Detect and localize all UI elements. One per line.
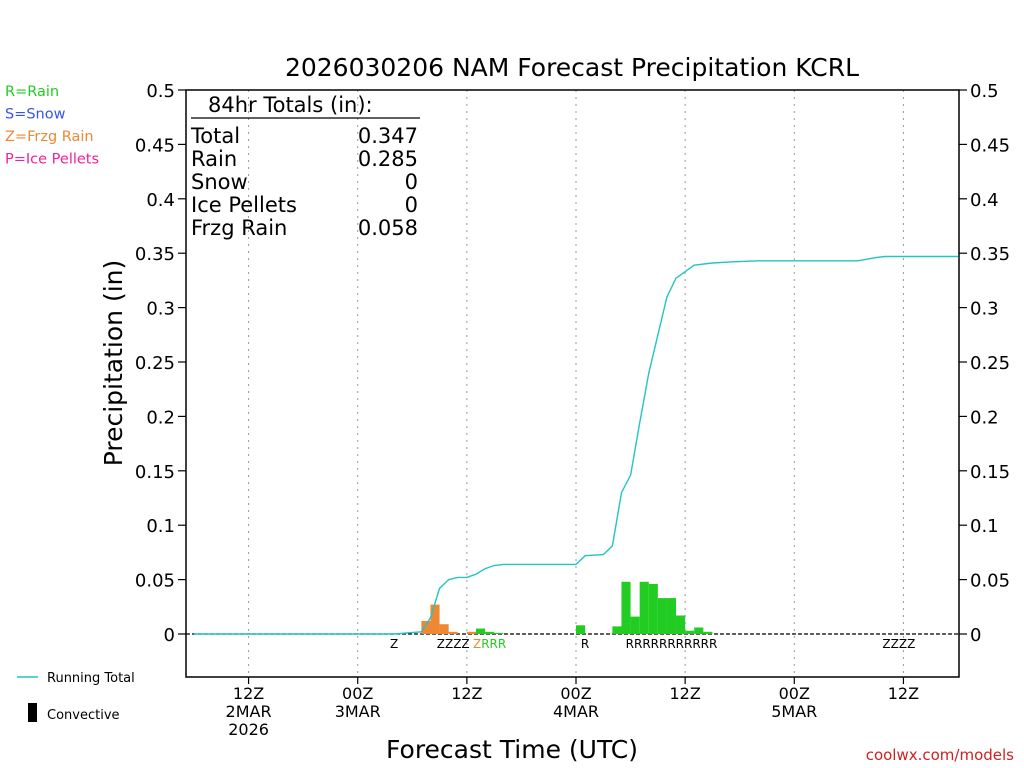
x-tick-label: 00Z: [560, 684, 591, 703]
chart-title: 2026030206 NAM Forecast Precipitation KC…: [285, 53, 859, 82]
y-tick-label-left: 0.25: [135, 353, 175, 374]
y-tick-label-left: 0.1: [146, 516, 175, 537]
x-tick-label: 12Z: [451, 684, 482, 703]
y-axis-label: Precipitation (in): [99, 260, 128, 467]
bars-layer: [421, 581, 713, 634]
x-tick-label: 4MAR: [553, 702, 599, 721]
totals-row-value: 0.285: [358, 147, 418, 171]
legend-type-label: Z=Frzg Rain: [5, 129, 94, 145]
precip-type-marker: Z: [390, 637, 398, 651]
x-tick-label: 12Z: [233, 684, 264, 703]
precip-bar: [430, 604, 440, 634]
precip-bar: [612, 626, 622, 634]
y-tick-label-left: 0.05: [135, 571, 175, 592]
precip-type-marker: ZRRR: [473, 637, 506, 651]
precip-bar: [694, 627, 704, 634]
precip-bar: [630, 616, 640, 634]
y-tick-label-right: 0.15: [970, 462, 1010, 483]
totals-row-value: 0.347: [358, 124, 418, 148]
y-tick-label-right: 0.1: [970, 516, 999, 537]
precip-bar: [576, 625, 586, 634]
x-tick-label: 00Z: [779, 684, 810, 703]
legend-type-label: P=Ice Pellets: [5, 152, 99, 168]
y-axis-left: 0.5 0.45 0.4 0.35 0.3 0.25 0.2 0.15 0.1 0.05 0: [135, 81, 186, 646]
precip-type-marker: ZZZZ: [882, 637, 915, 651]
precip-type-marker: RRRRRRRRRRR: [626, 637, 718, 651]
watermark: coolwx.com/models: [866, 746, 1014, 764]
x-tick-label: 2026: [228, 720, 269, 739]
totals-row-value: 0: [405, 170, 418, 194]
precip-bar: [466, 631, 476, 634]
legend-type-label: S=Snow: [5, 107, 66, 123]
y-tick-label-right: 0.5: [970, 81, 999, 102]
precip-bar: [685, 630, 695, 634]
totals-row-label: Total: [190, 124, 240, 148]
x-tick-label: 12Z: [888, 684, 919, 703]
running-total-line: [194, 255, 958, 635]
precip-bar: [621, 581, 631, 634]
x-axis-label: Forecast Time (UTC): [386, 735, 638, 764]
x-tick-label: 3MAR: [335, 702, 381, 721]
y-tick-label-left: 0.5: [146, 81, 175, 102]
precip-bar: [676, 615, 686, 634]
precip-bar: [648, 583, 658, 634]
precip-bar: [485, 631, 495, 634]
y-tick-label-left: 0.15: [135, 462, 175, 483]
precip-type-markers: Z ZZZZ ZRRR R RRRRRRRRRRR ZZZZ: [390, 637, 915, 651]
totals-box: 84hr Totals (in): Total 0.347 Rain 0.285 Sno…: [190, 93, 420, 240]
grid: [248, 90, 904, 677]
x-tick-label: 2MAR: [226, 702, 272, 721]
y-tick-label-right: 0: [970, 625, 981, 646]
precip-bar: [657, 598, 667, 634]
y-tick-label-right: 0.25: [970, 353, 1010, 374]
y-tick-label-left: 0.4: [146, 190, 175, 211]
y-tick-label-right: 0.45: [970, 135, 1010, 156]
plot-frame: [185, 89, 960, 678]
precip-bar: [639, 581, 649, 634]
y-tick-label-right: 0.05: [970, 571, 1010, 592]
totals-row-value: 0: [405, 193, 418, 217]
precip-bar: [703, 631, 713, 634]
x-tick-label: 12Z: [669, 684, 700, 703]
y-tick-label-right: 0.3: [970, 299, 999, 320]
y-tick-label-left: 0.2: [146, 407, 175, 428]
y-tick-label-left: 0.45: [135, 135, 175, 156]
totals-row-label: Ice Pellets: [191, 193, 297, 217]
totals-header: 84hr Totals (in):: [208, 93, 373, 117]
precip-type-marker: R: [581, 637, 589, 651]
legend-type-label: R=Rain: [5, 84, 59, 100]
totals-row-value: 0.058: [358, 216, 418, 240]
x-tick-label: 00Z: [342, 684, 373, 703]
running-total-legend-label: Running Total: [47, 671, 135, 686]
convective-legend-label: Convective: [47, 708, 120, 723]
totals-row-label: Snow: [191, 170, 248, 194]
precip-type-legend: R=Rain S=Snow Z=Frzg Rain P=Ice Pellets: [5, 84, 99, 168]
y-tick-label-right: 0.35: [970, 244, 1010, 265]
y-tick-label-left: 0.3: [146, 299, 175, 320]
line-legend: Running Total Convective: [17, 671, 135, 723]
precip-bar: [475, 628, 486, 634]
precip-bar: [666, 598, 677, 634]
precip-bar: [439, 624, 449, 634]
precip-bar: [448, 631, 458, 634]
precip-bar: [421, 620, 431, 634]
convective-swatch: [28, 703, 37, 722]
y-axis-right: 0.5 0.45 0.4 0.35 0.3 0.25 0.2 0.15 0.1 0.05 0: [959, 81, 1010, 646]
precip-bar: [494, 632, 504, 634]
x-tick-label: 5MAR: [771, 702, 817, 721]
totals-row-label: Frzg Rain: [191, 216, 287, 240]
y-tick-label-left: 0: [164, 625, 175, 646]
totals-row-label: Rain: [191, 147, 237, 171]
y-tick-label-right: 0.2: [970, 407, 999, 428]
y-tick-label-right: 0.4: [970, 190, 999, 211]
precip-type-marker: ZZZZ: [437, 637, 470, 651]
y-tick-label-left: 0.35: [135, 244, 175, 265]
